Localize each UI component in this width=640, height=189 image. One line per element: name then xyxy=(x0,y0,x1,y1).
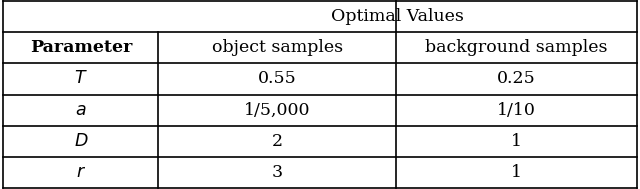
Text: $r$: $r$ xyxy=(76,164,86,181)
Text: 1/5,000: 1/5,000 xyxy=(244,102,310,119)
Text: $D$: $D$ xyxy=(74,133,88,150)
Text: 0.55: 0.55 xyxy=(258,70,296,87)
Text: $T$: $T$ xyxy=(74,70,88,87)
Text: 0.25: 0.25 xyxy=(497,70,536,87)
Text: Parameter: Parameter xyxy=(29,39,132,56)
Text: 1: 1 xyxy=(511,164,522,181)
Text: 3: 3 xyxy=(271,164,283,181)
Text: 2: 2 xyxy=(271,133,283,150)
Text: $a$: $a$ xyxy=(75,102,86,119)
Text: 1: 1 xyxy=(511,133,522,150)
Text: Optimal Values: Optimal Values xyxy=(331,8,464,25)
Text: object samples: object samples xyxy=(212,39,343,56)
Text: background samples: background samples xyxy=(425,39,607,56)
Text: 1/10: 1/10 xyxy=(497,102,536,119)
